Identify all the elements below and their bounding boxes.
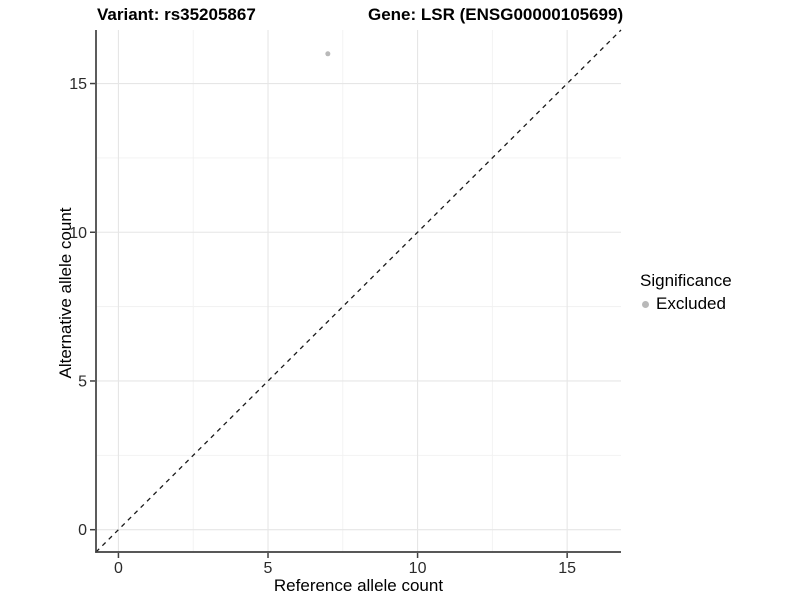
y-tick-label: 15 <box>69 76 87 93</box>
x-tick-label: 5 <box>264 560 273 577</box>
legend-item-label: Excluded <box>656 294 726 313</box>
y-tick-label: 10 <box>69 225 87 242</box>
plot-title-variant: Variant: rs35205867 <box>97 5 256 24</box>
legend: Significance Excluded <box>640 271 732 314</box>
x-axis-title: Reference allele count <box>273 576 444 595</box>
y-tick-label: 5 <box>78 373 87 390</box>
x-tick-label: 10 <box>409 560 427 577</box>
data-point <box>325 51 331 57</box>
legend-title: Significance <box>640 271 732 290</box>
legend-point-icon <box>642 300 649 308</box>
y-tick-label: 0 <box>78 522 87 539</box>
y-axis-title: Alternative allele count <box>56 207 75 379</box>
plot-title-gene: Gene: LSR (ENSG00000105699) <box>368 5 624 24</box>
x-tick-label: 0 <box>114 560 123 577</box>
x-tick-label: 15 <box>558 560 576 577</box>
legend-item: Excluded <box>640 294 732 314</box>
legend-items: Excluded <box>640 294 732 314</box>
identity-line <box>95 29 622 553</box>
